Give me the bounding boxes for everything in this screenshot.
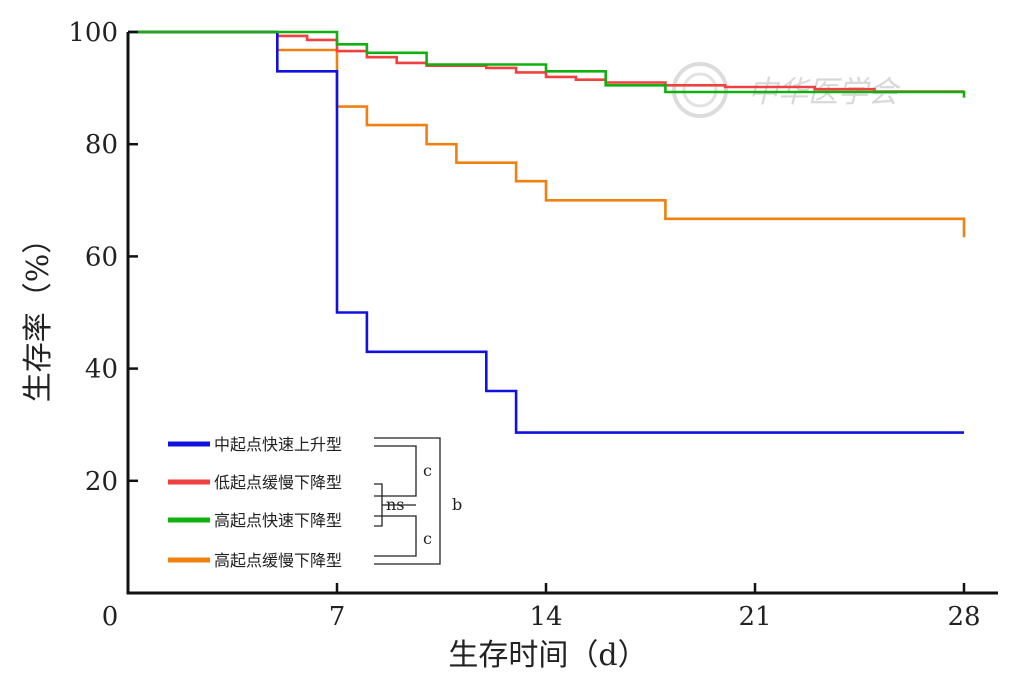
legend-label-3: 高起点快速下降型: [214, 511, 342, 530]
y-tick-label-4: 100: [68, 18, 118, 48]
y-tick-label-2: 60: [85, 242, 118, 272]
series-line-3: [128, 30, 966, 98]
watermark-seal-inner-icon: [682, 72, 718, 108]
y-tick-label-3: 80: [85, 130, 118, 160]
legend-entry-2: 低起点缓慢下降型: [168, 473, 342, 492]
tick-layer: 0 7 14 21 28 20 40 60 80 100: [68, 18, 980, 632]
annot-b: b: [452, 495, 462, 514]
annot-ns: ns: [386, 495, 405, 514]
bracket-ns: [374, 483, 383, 527]
annot-c-bottom: c: [423, 529, 432, 548]
legend-label-2: 低起点缓慢下降型: [214, 473, 342, 492]
legend: 中起点快速上升型 低起点缓慢下降型 高起点快速下降型 高起点缓慢下降型: [168, 435, 342, 570]
annot-c-top: c: [423, 461, 432, 480]
bracket-bottom-c: [374, 515, 417, 557]
significance-brackets: [374, 437, 441, 565]
series-line-1: [128, 30, 964, 434]
x-tick-label-1: 7: [329, 602, 346, 632]
x-tick-label-2: 14: [529, 602, 562, 632]
legend-label-1: 中起点快速上升型: [214, 435, 342, 454]
y-tick-label-0: 20: [85, 467, 118, 497]
y-axis-label: 生存率（%）: [21, 224, 56, 403]
legend-entry-1: 中起点快速上升型: [168, 435, 342, 454]
watermark-seal-icon: [672, 62, 728, 118]
bracket-top-c: [374, 445, 417, 497]
legend-entry-4: 高起点缓慢下降型: [168, 551, 342, 570]
series-line-4: [128, 30, 966, 238]
x-tick-label-4: 28: [947, 602, 980, 632]
bracket-overall-b: [374, 437, 441, 565]
x-tick-label-3: 21: [738, 602, 771, 632]
series-layer: [128, 30, 966, 434]
y-tick-label-1: 40: [85, 355, 118, 385]
legend-entry-3: 高起点快速下降型: [168, 511, 342, 530]
x-axis-label: 生存时间（d）: [448, 638, 647, 673]
x-tick-label-0: 0: [102, 602, 119, 632]
legend-label-4: 高起点缓慢下降型: [214, 551, 342, 570]
